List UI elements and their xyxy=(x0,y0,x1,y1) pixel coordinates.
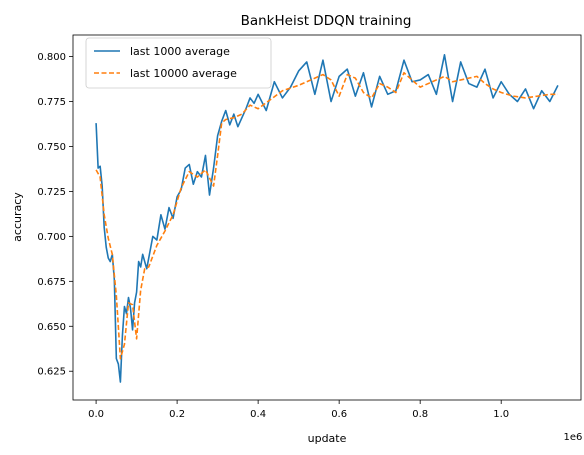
y-axis: 0.625 0.650 0.675 0.700 0.725 0.750 0.775 0.800 xyxy=(37,52,73,378)
series-line-1 xyxy=(95,71,558,360)
x-axis-label: update xyxy=(308,432,347,445)
y-tick-label-4: 0.725 xyxy=(37,187,66,198)
x-offset-label: 1e6 xyxy=(564,432,583,443)
x-tick-label-2: 0.4 xyxy=(250,409,266,420)
x-tick-label-1: 0.2 xyxy=(169,409,185,420)
x-tick-label-3: 0.6 xyxy=(331,409,347,420)
x-tick-label-0: 0.0 xyxy=(88,409,104,420)
x-tick-label-4: 0.8 xyxy=(412,409,428,420)
plot-area xyxy=(95,53,559,383)
series-line-0 xyxy=(95,53,559,383)
legend-label-0: last 1000 average xyxy=(130,45,230,58)
legend-label-1: last 10000 average xyxy=(130,67,237,80)
y-tick-label-7: 0.800 xyxy=(37,52,66,63)
y-axis-label: accuracy xyxy=(11,192,24,242)
y-tick-label-3: 0.700 xyxy=(37,232,66,243)
y-tick-label-6: 0.775 xyxy=(37,97,66,108)
chart-title: BankHeist DDQN training xyxy=(241,13,412,29)
legend-box xyxy=(85,37,272,89)
plot-frame xyxy=(72,34,582,401)
x-tick-label-5: 1.0 xyxy=(493,409,509,420)
y-tick-label-1: 0.650 xyxy=(37,322,66,333)
x-axis: 0.0 0.2 0.4 0.6 0.8 1.0 xyxy=(88,400,509,420)
y-tick-label-0: 0.625 xyxy=(37,367,66,378)
y-tick-label-2: 0.675 xyxy=(37,277,66,288)
legend: last 1000 average last 10000 average xyxy=(85,37,272,89)
y-tick-label-5: 0.750 xyxy=(37,142,66,153)
